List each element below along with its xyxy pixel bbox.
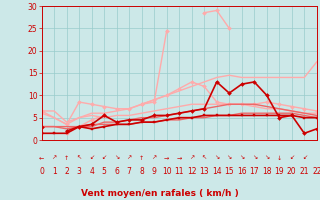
Text: ↑: ↑ — [139, 156, 144, 160]
Text: 14: 14 — [212, 166, 221, 176]
Text: ↘: ↘ — [227, 156, 232, 160]
Text: 22: 22 — [312, 166, 320, 176]
Text: 5: 5 — [102, 166, 107, 176]
Text: ↑: ↑ — [64, 156, 69, 160]
Text: ↙: ↙ — [89, 156, 94, 160]
Text: 15: 15 — [224, 166, 234, 176]
Text: ↗: ↗ — [126, 156, 132, 160]
Text: 20: 20 — [287, 166, 297, 176]
Text: 6: 6 — [114, 166, 119, 176]
Text: ↘: ↘ — [239, 156, 244, 160]
Text: ↘: ↘ — [264, 156, 269, 160]
Text: →: → — [177, 156, 182, 160]
Text: ↙: ↙ — [302, 156, 307, 160]
Text: ↖: ↖ — [76, 156, 82, 160]
Text: 16: 16 — [237, 166, 246, 176]
Text: ↙: ↙ — [289, 156, 294, 160]
Text: 18: 18 — [262, 166, 271, 176]
Text: ↘: ↘ — [214, 156, 219, 160]
Text: ←: ← — [39, 156, 44, 160]
Text: ↓: ↓ — [277, 156, 282, 160]
Text: ↘: ↘ — [114, 156, 119, 160]
Text: →: → — [164, 156, 169, 160]
Text: 13: 13 — [199, 166, 209, 176]
Text: 7: 7 — [127, 166, 132, 176]
Text: 10: 10 — [162, 166, 172, 176]
Text: ↗: ↗ — [189, 156, 194, 160]
Text: ↘: ↘ — [252, 156, 257, 160]
Text: 8: 8 — [139, 166, 144, 176]
Text: 3: 3 — [77, 166, 82, 176]
Text: ↙: ↙ — [101, 156, 107, 160]
Text: ↗: ↗ — [152, 156, 157, 160]
Text: 17: 17 — [250, 166, 259, 176]
Text: 1: 1 — [52, 166, 57, 176]
Text: 19: 19 — [275, 166, 284, 176]
Text: 0: 0 — [39, 166, 44, 176]
Text: 21: 21 — [300, 166, 309, 176]
Text: ↖: ↖ — [202, 156, 207, 160]
Text: ↗: ↗ — [52, 156, 57, 160]
Text: 9: 9 — [152, 166, 156, 176]
Text: 2: 2 — [64, 166, 69, 176]
Text: Vent moyen/en rafales ( km/h ): Vent moyen/en rafales ( km/h ) — [81, 189, 239, 198]
Text: 12: 12 — [187, 166, 196, 176]
Text: 11: 11 — [174, 166, 184, 176]
Text: 4: 4 — [89, 166, 94, 176]
